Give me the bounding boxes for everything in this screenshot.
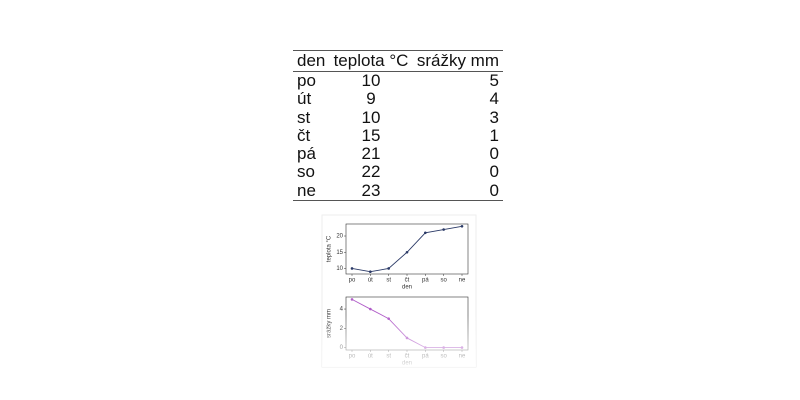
table-cell: 10 bbox=[361, 71, 381, 90]
table-cell: pá bbox=[297, 144, 316, 164]
table-row: čt 15 1 bbox=[293, 125, 503, 145]
table-cell: 4 bbox=[489, 89, 499, 109]
table-cell: út bbox=[297, 89, 312, 109]
table-cell: 21 bbox=[361, 144, 381, 164]
header-cell: den bbox=[293, 50, 330, 72]
table-cell: 9 bbox=[366, 89, 376, 109]
data-point bbox=[424, 231, 427, 235]
data-point bbox=[369, 307, 372, 311]
data-point bbox=[350, 267, 354, 270]
table-header: den teplota °C srážky mm bbox=[293, 50, 503, 72]
table-cell: 23 bbox=[361, 180, 381, 200]
table-cell: 1 bbox=[489, 125, 499, 145]
x-tick-label: st bbox=[386, 278, 391, 284]
table-cell: 0 bbox=[489, 180, 499, 200]
x-tick-label: po bbox=[349, 278, 356, 284]
table-row: st 10 3 bbox=[293, 107, 503, 127]
table-row: út 9 4 bbox=[293, 89, 503, 109]
x-axis-label: den bbox=[402, 285, 412, 291]
table-row: ne 23 0 bbox=[293, 180, 503, 201]
table-cell: st bbox=[297, 107, 311, 127]
table-body: po 10 5 út 9 4 st 10 3 čt 15 1 pá 21 0 so 22 0 ne 23 0 bbox=[293, 71, 503, 201]
y-tick-label: 20 bbox=[336, 234, 343, 240]
table-row: pá 21 0 bbox=[293, 144, 503, 164]
table-cell: 5 bbox=[489, 71, 499, 90]
x-tick-label: čt bbox=[405, 278, 410, 284]
data-point bbox=[405, 250, 409, 254]
data-point bbox=[350, 298, 354, 301]
table-cell: 22 bbox=[361, 162, 381, 182]
header-cell: srážky mm bbox=[412, 50, 503, 72]
table-cell: 0 bbox=[489, 162, 499, 182]
data-point bbox=[387, 267, 390, 270]
table-cell: 3 bbox=[489, 107, 499, 127]
table-row: so 22 0 bbox=[293, 162, 503, 182]
y-axis-label: teplota °C bbox=[327, 235, 333, 262]
data-point bbox=[442, 228, 445, 231]
y-tick-label: 4 bbox=[340, 307, 344, 313]
table-cell: 15 bbox=[361, 125, 381, 145]
x-tick-label: út bbox=[368, 278, 373, 284]
table-cell: 0 bbox=[489, 144, 499, 164]
x-tick-label: so bbox=[440, 278, 447, 284]
data-point bbox=[460, 224, 464, 228]
table-cell: čt bbox=[297, 125, 311, 145]
table-cell: ne bbox=[297, 180, 316, 200]
header-cell: teplota °C bbox=[329, 50, 413, 72]
table-cell: so bbox=[297, 162, 315, 182]
table-cell: po bbox=[297, 71, 316, 90]
x-tick-label: pá bbox=[422, 278, 429, 284]
y-tick-label: 15 bbox=[336, 250, 343, 256]
y-tick-label: 10 bbox=[336, 266, 343, 272]
table-cell: 10 bbox=[361, 107, 381, 127]
fade-overlay bbox=[322, 315, 476, 367]
data-point bbox=[369, 270, 372, 274]
x-tick-label: ne bbox=[459, 278, 466, 284]
table-row: po 10 5 bbox=[293, 71, 503, 91]
